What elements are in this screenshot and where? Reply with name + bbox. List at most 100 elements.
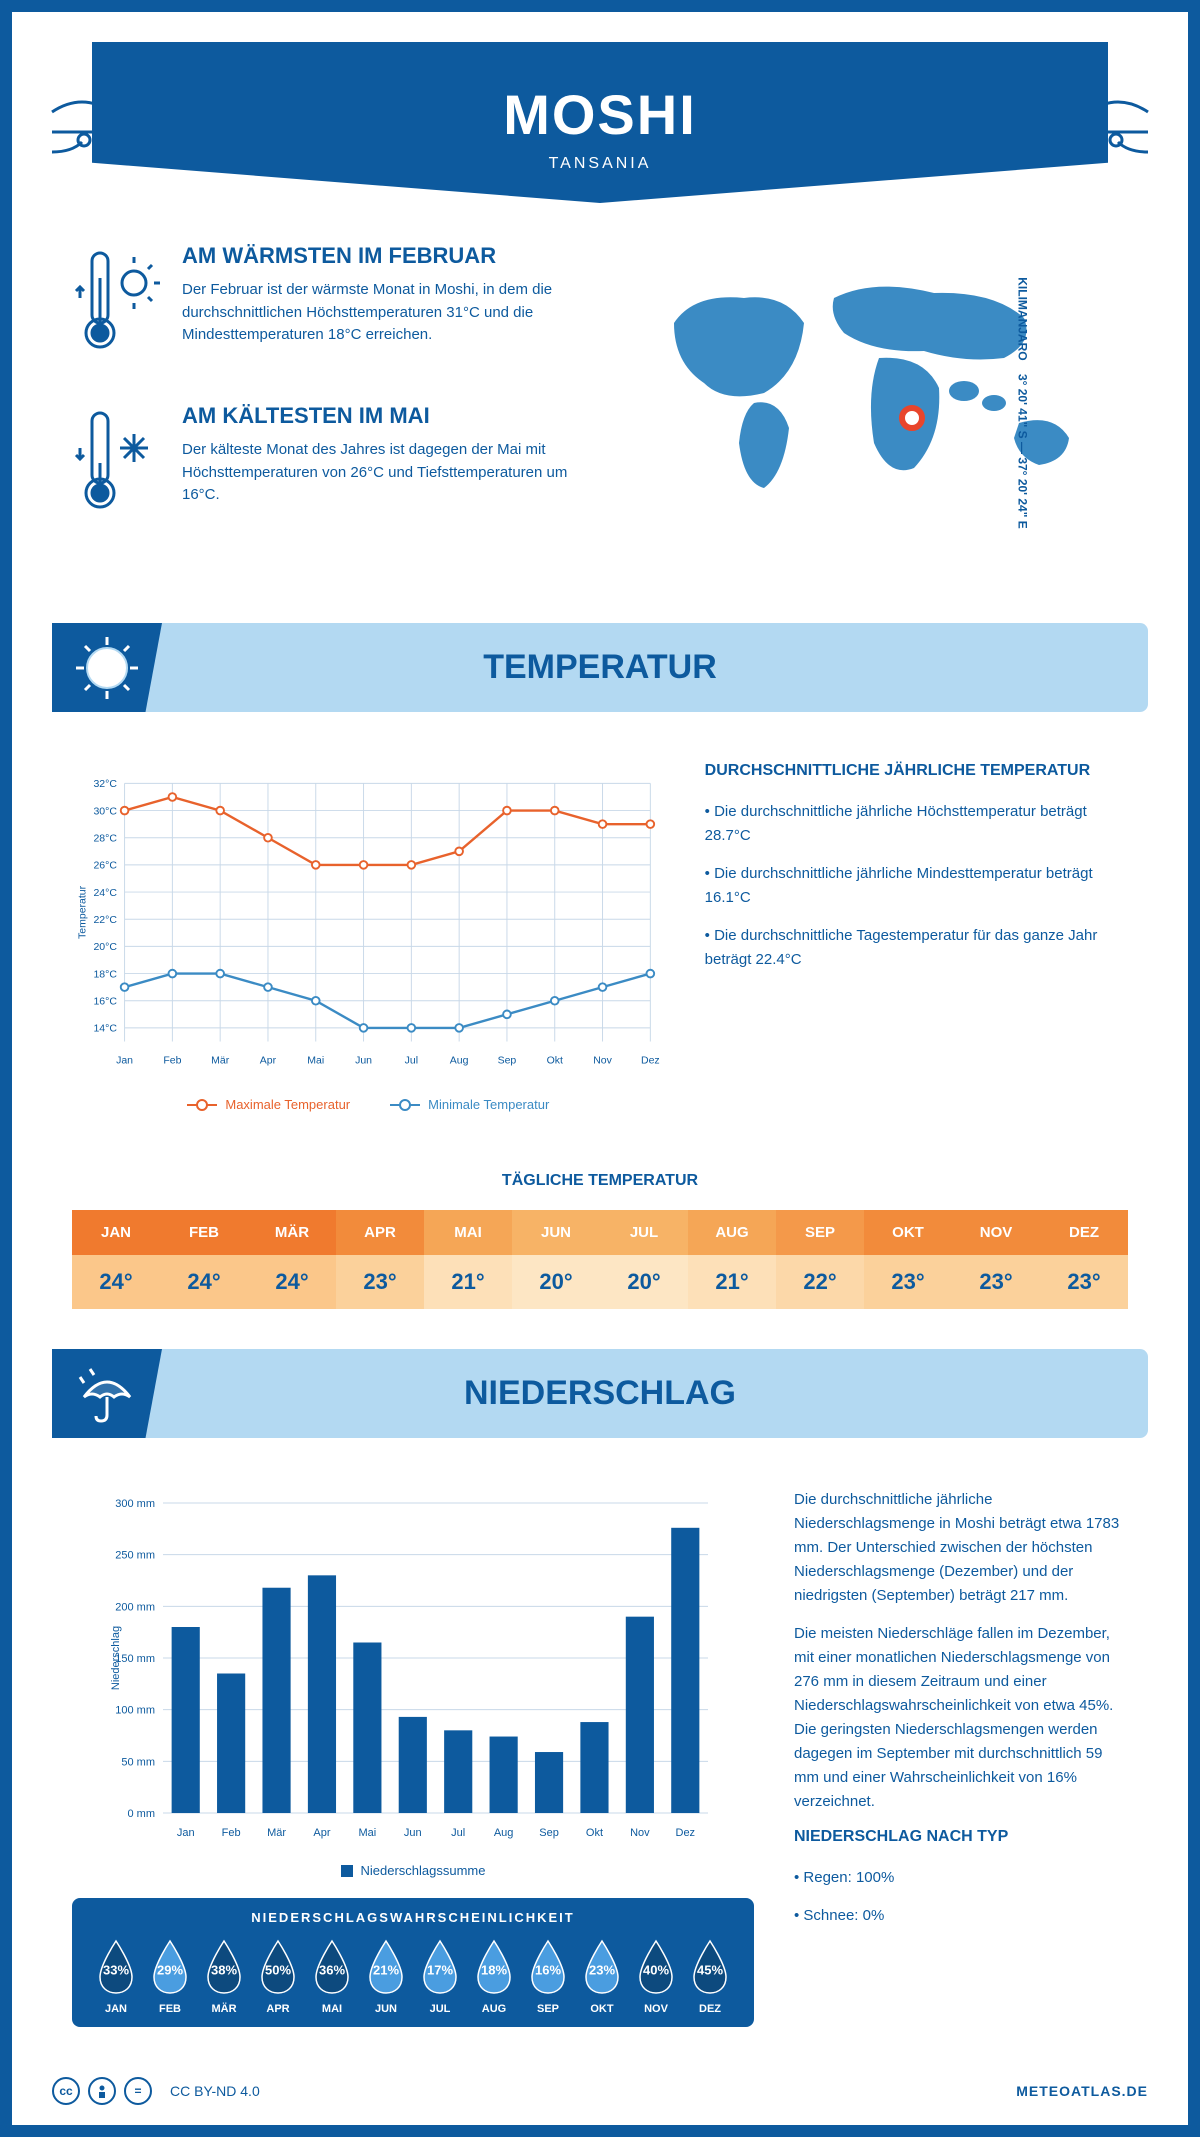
svg-text:Sep: Sep (539, 1827, 559, 1839)
month-header: FEB (160, 1210, 248, 1255)
probability-item: 18%AUG (470, 1937, 518, 2015)
month-header: OKT (864, 1210, 952, 1255)
svg-text:Nov: Nov (593, 1054, 612, 1066)
probability-item: 50%APR (254, 1937, 302, 2015)
by-icon (88, 2077, 116, 2105)
license-block: cc = CC BY-ND 4.0 (52, 2077, 260, 2105)
temperature-legend: Maximale Temperatur Minimale Temperatur (72, 1097, 665, 1112)
svg-text:28°C: 28°C (93, 833, 117, 845)
probability-item: 16%SEP (524, 1937, 572, 2015)
precip-text-2: Die meisten Niederschläge fallen im Deze… (794, 1622, 1128, 1814)
probability-band: NIEDERSCHLAGSWAHRSCHEINLICHKEIT 33%JAN29… (72, 1898, 754, 2027)
month-header: MÄR (248, 1210, 336, 1255)
svg-text:30°C: 30°C (93, 805, 117, 817)
temp-summary-title: DURCHSCHNITTLICHE JÄHRLICHE TEMPERATUR (705, 762, 1128, 780)
temperature-header: TEMPERATUR (52, 623, 1148, 712)
svg-text:Mai: Mai (307, 1054, 324, 1066)
svg-text:Dez: Dez (641, 1054, 660, 1066)
coldest-text: Der kälteste Monat des Jahres ist dagege… (182, 439, 580, 507)
svg-text:200 mm: 200 mm (115, 1601, 155, 1613)
svg-text:Jul: Jul (405, 1054, 418, 1066)
svg-text:Jan: Jan (116, 1054, 133, 1066)
svg-text:Aug: Aug (450, 1054, 469, 1066)
svg-text:Mär: Mär (211, 1054, 230, 1066)
probability-item: 21%JUN (362, 1937, 410, 2015)
coordinates: KILIMANJARO 3° 20' 41" S — 37° 20' 24" E (1015, 277, 1029, 528)
svg-text:14°C: 14°C (93, 1023, 117, 1035)
footer: cc = CC BY-ND 4.0 METEOATLAS.DE (12, 2057, 1188, 2125)
temp-value-cell: 20° (512, 1255, 600, 1309)
month-header: SEP (776, 1210, 864, 1255)
svg-text:Jun: Jun (404, 1827, 422, 1839)
svg-text:Feb: Feb (163, 1054, 181, 1066)
precipitation-bar-chart: 0 mm50 mm100 mm150 mm200 mm250 mm300 mmJ… (72, 1488, 754, 1848)
svg-text:Jan: Jan (177, 1827, 195, 1839)
svg-text:Okt: Okt (547, 1054, 563, 1066)
probability-item: 33%JAN (92, 1937, 140, 2015)
warmest-title: AM WÄRMSTEN IM FEBRUAR (182, 243, 580, 269)
temp-value-cell: 24° (248, 1255, 336, 1309)
svg-text:250 mm: 250 mm (115, 1550, 155, 1562)
svg-text:50 mm: 50 mm (121, 1756, 155, 1768)
warmest-text: Der Februar ist der wärmste Monat in Mos… (182, 279, 580, 347)
probability-item: 45%DEZ (686, 1937, 734, 2015)
probability-item: 38%MÄR (200, 1937, 248, 2015)
temp-value-cell: 23° (1040, 1255, 1128, 1309)
temperature-summary: DURCHSCHNITTLICHE JÄHRLICHE TEMPERATUR •… (705, 762, 1128, 1112)
temp-value-cell: 24° (72, 1255, 160, 1309)
svg-text:Niederschlag: Niederschlag (110, 1626, 122, 1690)
svg-text:300 mm: 300 mm (115, 1498, 155, 1510)
svg-text:16°C: 16°C (93, 996, 117, 1008)
cc-icon: cc (52, 2077, 80, 2105)
thermometer-snow-icon (72, 403, 162, 523)
coldest-fact: AM KÄLTESTEN IM MAI Der kälteste Monat d… (72, 403, 580, 523)
umbrella-icon (72, 1359, 142, 1429)
svg-text:0 mm: 0 mm (128, 1808, 156, 1820)
temperature-title: TEMPERATUR (483, 648, 717, 686)
svg-text:22°C: 22°C (93, 914, 117, 926)
sun-icon (72, 633, 142, 703)
probability-item: 17%JUL (416, 1937, 464, 2015)
temp-value-cell: 21° (424, 1255, 512, 1309)
license-text: CC BY-ND 4.0 (170, 2083, 260, 2099)
probability-item: 29%FEB (146, 1937, 194, 2015)
temperature-line-chart: 14°C16°C18°C20°C22°C24°C26°C28°C30°C32°C… (72, 762, 665, 1082)
svg-text:100 mm: 100 mm (115, 1705, 155, 1717)
precipitation-legend: Niederschlagssumme (72, 1863, 754, 1878)
svg-text:Jul: Jul (451, 1827, 465, 1839)
precipitation-header: NIEDERSCHLAG (52, 1349, 1148, 1438)
svg-text:Jun: Jun (355, 1054, 372, 1066)
temp-summary-point: • Die durchschnittliche Tagestemperatur … (705, 924, 1128, 972)
precip-text-1: Die durchschnittliche jährliche Niedersc… (794, 1488, 1128, 1608)
coldest-title: AM KÄLTESTEN IM MAI (182, 403, 580, 429)
temp-value-cell: 21° (688, 1255, 776, 1309)
thermometer-sun-icon (72, 243, 162, 363)
nd-icon: = (124, 2077, 152, 2105)
temp-value-cell: 23° (952, 1255, 1040, 1309)
svg-text:Mai: Mai (359, 1827, 377, 1839)
svg-text:Feb: Feb (222, 1827, 241, 1839)
probability-item: 36%MAI (308, 1937, 356, 2015)
country-subtitle: TANSANIA (112, 155, 1088, 173)
temperature-chart-row: 14°C16°C18°C20°C22°C24°C26°C28°C30°C32°C… (12, 732, 1188, 1142)
header-banner: MOSHI TANSANIA (92, 42, 1108, 203)
svg-text:Sep: Sep (498, 1054, 517, 1066)
month-header: APR (336, 1210, 424, 1255)
precip-type-title: NIEDERSCHLAG NACH TYP (794, 1828, 1128, 1846)
precipitation-chart-row: 0 mm50 mm100 mm150 mm200 mm250 mm300 mmJ… (12, 1458, 1188, 2057)
svg-text:32°C: 32°C (93, 778, 117, 790)
svg-text:26°C: 26°C (93, 860, 117, 872)
svg-text:Temperatur: Temperatur (76, 885, 88, 939)
probability-title: NIEDERSCHLAGSWAHRSCHEINLICHKEIT (92, 1910, 734, 1925)
month-header: JAN (72, 1210, 160, 1255)
city-title: MOSHI (112, 82, 1088, 147)
svg-text:24°C: 24°C (93, 887, 117, 899)
precipitation-title: NIEDERSCHLAG (464, 1374, 736, 1412)
temp-value-cell: 24° (160, 1255, 248, 1309)
precip-type-item: • Schnee: 0% (794, 1904, 1128, 1928)
svg-text:Aug: Aug (494, 1827, 514, 1839)
temp-value-cell: 23° (864, 1255, 952, 1309)
svg-text:18°C: 18°C (93, 968, 117, 980)
intro-section: AM WÄRMSTEN IM FEBRUAR Der Februar ist d… (12, 203, 1188, 603)
temp-summary-point: • Die durchschnittliche jährliche Mindes… (705, 862, 1128, 910)
